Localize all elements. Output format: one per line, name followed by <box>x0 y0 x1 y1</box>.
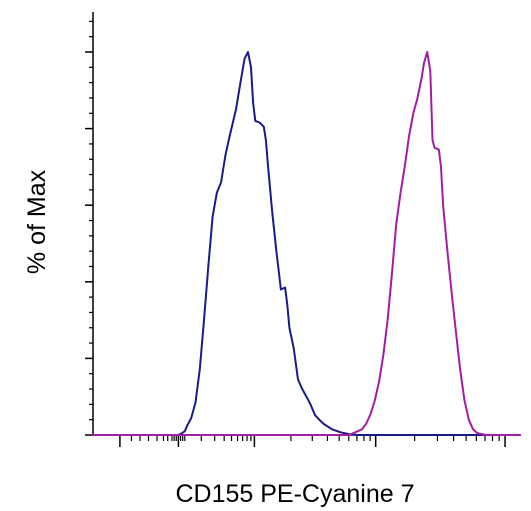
series-line-2 <box>92 51 521 436</box>
x-axis-label: CD155 PE-Cyanine 7 <box>175 480 414 508</box>
y-axis <box>85 12 94 436</box>
plot-series <box>92 51 521 436</box>
series-line-1 <box>92 51 521 436</box>
x-axis <box>93 434 520 447</box>
y-axis-label: % of Max <box>23 169 51 274</box>
